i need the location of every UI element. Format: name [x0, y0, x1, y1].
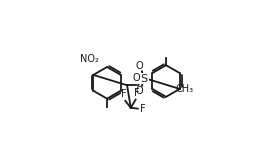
Text: F: F	[134, 88, 139, 98]
Text: F: F	[121, 89, 126, 99]
Text: CH₃: CH₃	[176, 84, 194, 94]
Text: F: F	[140, 104, 146, 114]
Text: O: O	[135, 61, 143, 71]
Text: S: S	[140, 74, 148, 84]
Text: O: O	[133, 73, 140, 83]
Text: O: O	[135, 86, 143, 97]
Text: NO₂: NO₂	[80, 54, 99, 64]
